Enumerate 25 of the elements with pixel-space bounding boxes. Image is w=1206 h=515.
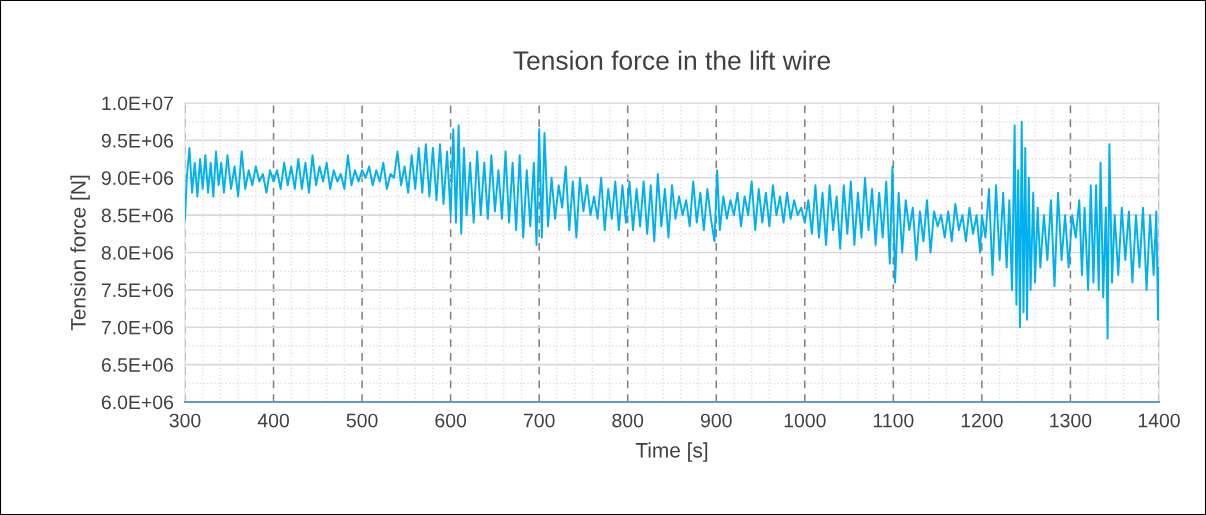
y-tick-label: 9.5E+06 [101, 133, 174, 148]
x-tick-label: 900 [700, 413, 732, 428]
y-tick-label: 7.5E+06 [101, 283, 174, 298]
x-tick-label: 1300 [1050, 413, 1092, 428]
x-tick-label: 1000 [784, 413, 826, 428]
y-tick-label: 8.0E+06 [101, 245, 174, 260]
line-series [185, 120, 1159, 340]
x-tick-label: 1100 [873, 413, 914, 428]
y-axis-title: Tension force [N] [70, 175, 90, 331]
y-tick-label: 6.0E+06 [101, 395, 174, 410]
x-tick-label: 700 [523, 413, 555, 428]
chart-title: Tension force in the lift wire [513, 50, 830, 70]
x-tick-label: 300 [169, 413, 201, 428]
x-tick-label: 800 [612, 413, 644, 428]
y-tick-label: 1.0E+07 [102, 96, 173, 111]
y-tick-label: 8.5E+06 [101, 208, 174, 223]
x-axis-title: Time [s] [635, 442, 708, 462]
x-tick-label: 600 [435, 413, 467, 428]
x-tick-label: 1200 [961, 413, 1003, 428]
y-tick-label: 7.0E+06 [101, 320, 174, 335]
x-tick-label: 500 [346, 413, 378, 428]
y-tick-label: 6.5E+06 [101, 358, 174, 372]
x-tick-label: 400 [257, 413, 289, 428]
x-tick-label: 1400 [1138, 413, 1180, 428]
y-tick-label: 9.0E+06 [101, 171, 174, 185]
